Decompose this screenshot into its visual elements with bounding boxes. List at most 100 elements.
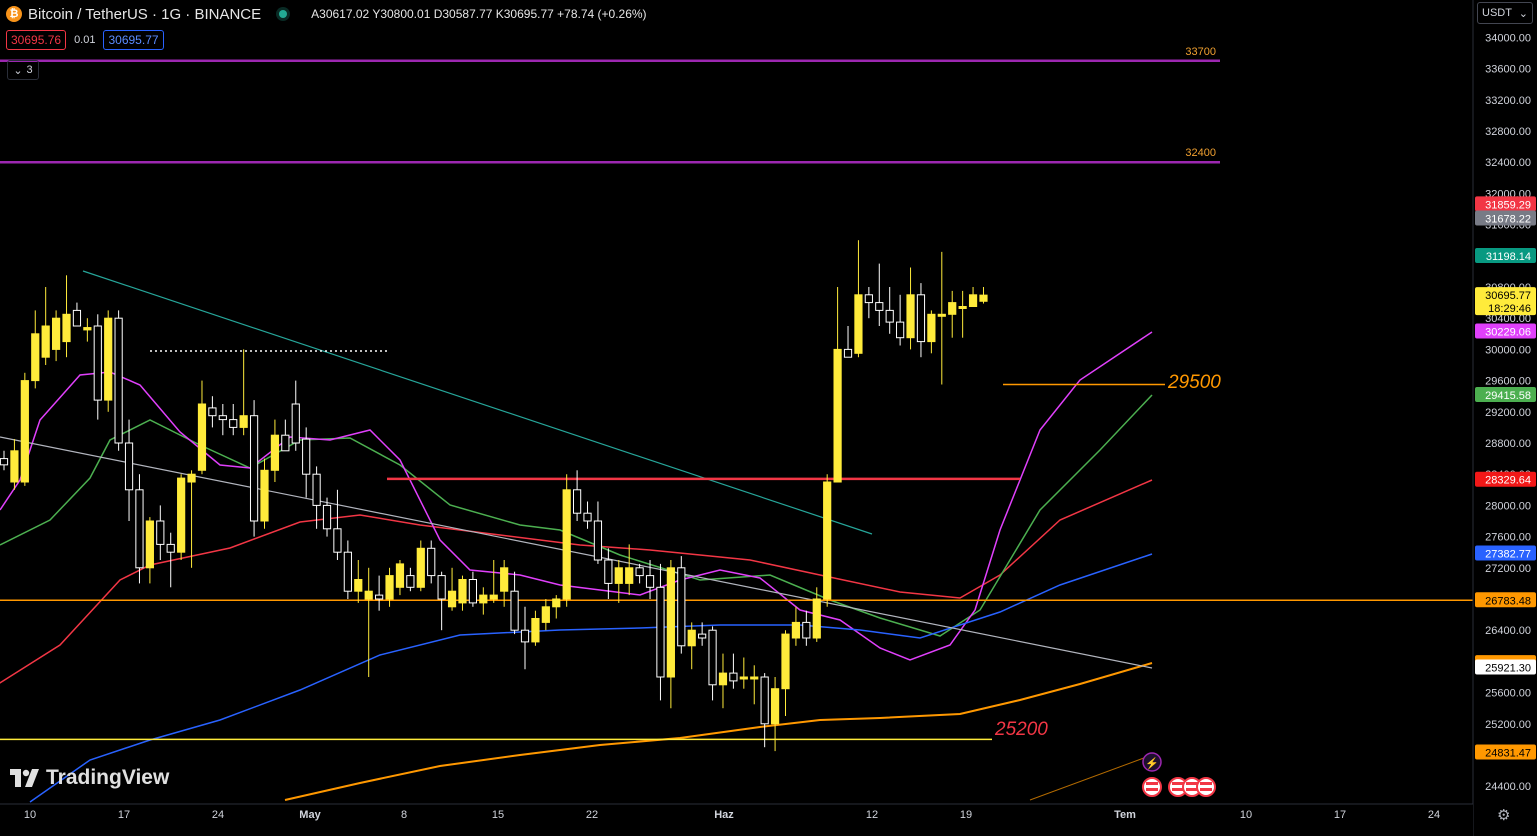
- flag-stripe: [1172, 782, 1184, 785]
- candle-body: [187, 473, 196, 483]
- price-tick-label: 28000.00: [1485, 500, 1531, 512]
- time-axis-panel: [0, 804, 1473, 836]
- price-tick-label: 25600.00: [1485, 688, 1531, 700]
- candle-body: [593, 520, 603, 561]
- ma-longest-line: [284, 662, 1153, 801]
- price-tag: [1475, 545, 1536, 561]
- symbol-header[interactable]: ₿ Bitcoin / TetherUS · 1G · BINANCE A306…: [6, 4, 647, 24]
- price-tag-label: 31198.14: [1486, 251, 1531, 263]
- candle-body: [802, 621, 811, 639]
- symbol-title[interactable]: Bitcoin / TetherUS · 1G · BINANCE: [28, 5, 262, 23]
- bitcoin-coin-icon: ₿: [6, 6, 22, 22]
- candle-body: [583, 512, 592, 522]
- candle-body: [948, 302, 957, 315]
- price-tick-label: 27600.00: [1485, 532, 1531, 544]
- currency-select[interactable]: USDT ⌄: [1477, 2, 1533, 24]
- flag-stripe: [1146, 782, 1158, 785]
- candle-body: [395, 563, 405, 588]
- price-tick-label: 34000.00: [1485, 32, 1531, 44]
- candle-body: [354, 579, 363, 592]
- candle-body: [343, 551, 352, 592]
- price-tick-label: 27200.00: [1485, 563, 1531, 575]
- price-tag-label: 26783.48: [1485, 595, 1531, 607]
- time-tick-label: May: [299, 809, 321, 821]
- candle-body: [249, 415, 259, 522]
- time-tick-label: 17: [118, 809, 130, 821]
- candle-body: [177, 477, 186, 553]
- candle-body: [854, 294, 863, 354]
- candle-body: [93, 325, 102, 401]
- ma-long-line: [29, 553, 1153, 803]
- indicators-toggle-button[interactable]: ⌄ 3: [7, 60, 39, 80]
- candle-body: [302, 438, 311, 475]
- buy-button[interactable]: 30695.77: [103, 30, 164, 50]
- price-tick-label: 28800.00: [1485, 438, 1531, 450]
- annotation-label: 25200: [994, 719, 1048, 740]
- candle-body: [833, 348, 842, 483]
- candle-body: [520, 629, 530, 643]
- candle-body: [739, 676, 748, 680]
- ma-slow-line: [0, 479, 1153, 684]
- settings-gear-icon[interactable]: ⚙: [1497, 807, 1511, 824]
- candle-body: [781, 633, 790, 690]
- price-tag-label: 30229.06: [1485, 327, 1531, 339]
- candle-body: [541, 606, 550, 623]
- candle-body: [83, 327, 92, 331]
- market-open-icon: [279, 10, 288, 18]
- candle-body: [698, 633, 707, 639]
- price-tag: [1475, 744, 1536, 760]
- candle-body: [197, 403, 207, 471]
- candle-body: [218, 415, 227, 421]
- candle-body: [770, 688, 780, 725]
- candle-body: [760, 676, 769, 725]
- moving-averages: [0, 270, 1153, 803]
- level-label: 33700: [1185, 46, 1216, 58]
- annotation-label: 29500: [1167, 372, 1221, 393]
- trend-line-orange: [1029, 754, 1153, 801]
- candle-body: [62, 313, 71, 343]
- us-flag-event-icon: [1142, 777, 1162, 797]
- candle-body: [531, 618, 540, 643]
- candle-body: [406, 575, 415, 588]
- candle-body: [0, 458, 9, 466]
- candle-body: [823, 481, 832, 600]
- candle-body: [208, 407, 217, 417]
- time-tick-label: 10: [24, 809, 36, 821]
- time-tick-label: 12: [866, 809, 878, 821]
- candle-body: [718, 672, 728, 686]
- candle-body: [979, 294, 988, 302]
- candle-body: [458, 579, 467, 604]
- price-tick-label: 25200.00: [1485, 719, 1531, 731]
- candle-body: [791, 621, 801, 639]
- sell-button[interactable]: 30695.76: [6, 30, 67, 50]
- candle-body: [114, 317, 123, 444]
- candle-body: [729, 672, 738, 682]
- price-tag: [1475, 287, 1536, 316]
- flag-stripe: [1200, 782, 1212, 785]
- candle-body: [333, 528, 342, 553]
- candle-body: [489, 594, 498, 600]
- price-tick-label: 30000.00: [1485, 344, 1531, 356]
- candle-body: [510, 590, 519, 631]
- candle-body: [52, 317, 61, 350]
- time-tick-label: Haz: [714, 809, 734, 821]
- candle-body: [145, 520, 154, 569]
- candle-body: [500, 567, 509, 592]
- time-tick-label: 22: [586, 809, 598, 821]
- price-tag: [1475, 592, 1536, 608]
- candle-body: [229, 419, 238, 428]
- chevron-down-icon: ⌄: [13, 64, 23, 77]
- price-tick-label: 33600.00: [1485, 64, 1531, 76]
- time-axis: 10 17 24 May 8 15 22 Haz 12 19 Tem 10 17 24: [0, 803, 1473, 836]
- candle-body: [312, 473, 321, 506]
- chevron-down-icon: ⌄: [1518, 7, 1528, 20]
- time-tick-label: 24: [1428, 809, 1440, 821]
- flag-stripe: [1172, 788, 1184, 791]
- candle-body: [385, 575, 394, 600]
- candle-body: [708, 629, 717, 686]
- price-tag-label: 31859.29: [1485, 199, 1531, 211]
- candle-body: [666, 567, 675, 678]
- price-tick-label: 24400.00: [1485, 781, 1531, 793]
- candle-body: [41, 325, 50, 358]
